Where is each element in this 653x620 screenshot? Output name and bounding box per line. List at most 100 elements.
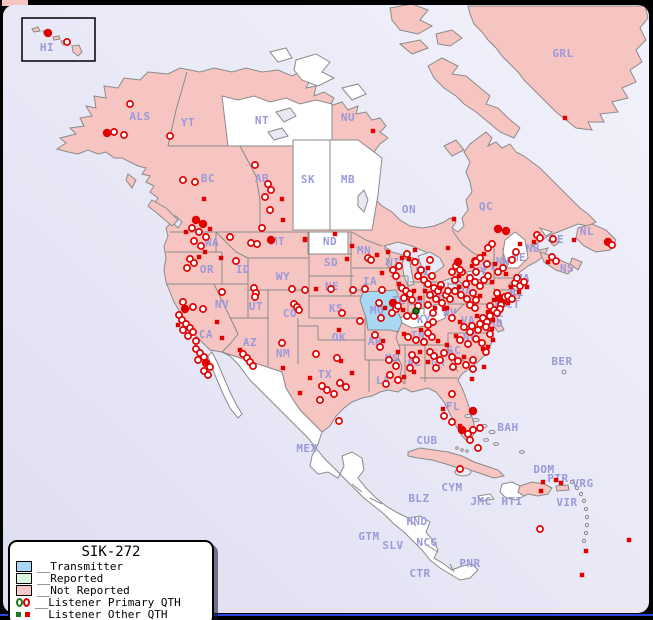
listener-other-qth-dot [461, 354, 467, 360]
listener-primary-qth-dot [267, 186, 275, 194]
listener-other-qth-dot [503, 271, 509, 277]
listener-other-qth-dot [297, 390, 303, 396]
listener-primary-qth-dot [392, 272, 400, 280]
listener-other-qth-dot [432, 305, 438, 311]
listener-primary-qth-dot [388, 309, 396, 317]
listener-other-qth-dot [411, 288, 417, 294]
region-label-bah: BAH [497, 421, 518, 434]
listener-other-qth-dot [579, 572, 585, 578]
listener-primary-qth-dot [430, 352, 438, 360]
listener-primary-qth-dot [261, 193, 269, 201]
listener-other-qth-dot [531, 239, 537, 245]
listener-cluster-dot [180, 304, 190, 314]
listener-other-qth-dot [553, 477, 559, 483]
legend-row-transmitter: __Transmitter [16, 560, 206, 573]
listener-primary-qth-dot [463, 295, 471, 303]
listener-other-qth-dot [441, 306, 447, 312]
listener-other-qth-dot [207, 226, 213, 232]
listener-other-qth-dot [302, 237, 308, 243]
listener-primary-qth-dot [513, 274, 521, 282]
frame-corner-artifact [2, 0, 28, 6]
listener-primary-qth-dot [392, 362, 400, 370]
region-label-sd: SD [324, 256, 338, 269]
listener-primary-qth-dot [199, 305, 207, 313]
listener-primary-qth-dot [183, 264, 191, 272]
lesser-antilles [569, 479, 590, 544]
legend-row-other-qth: __Listener Other QTH [16, 608, 206, 620]
listener-primary-qth-dot [179, 176, 187, 184]
listener-other-qth-dot [412, 247, 418, 253]
listener-other-qth-dot [626, 537, 632, 543]
listener-cluster-dot [266, 235, 276, 245]
listener-primary-qth-dot [189, 303, 197, 311]
listener-other-qth-dot [477, 293, 483, 299]
listener-primary-qth-dot [426, 256, 434, 264]
listener-primary-qth-dot [448, 418, 456, 426]
listener-primary-qth-dot [288, 285, 296, 293]
florida-keys [455, 446, 469, 453]
listener-other-qth-dot [401, 374, 407, 380]
listener-primary-qth-dot [318, 382, 326, 390]
listener-other-qth-dot [417, 295, 423, 301]
listener-primary-qth-dot [190, 237, 198, 245]
listener-primary-qth-dot [448, 390, 456, 398]
listener-other-qth-dot [491, 297, 497, 303]
listener-primary-qth-dot [179, 326, 187, 334]
listener-primary-qth-dot [448, 353, 456, 361]
region-label-cym: CYM [441, 481, 462, 494]
cape-breton [569, 257, 583, 271]
listener-primary-qth-dot [400, 294, 408, 302]
listener-primary-qth-dot [202, 233, 210, 241]
listener-other-qth-dot [202, 249, 208, 255]
listener-primary-qth-dot [476, 282, 484, 290]
king-william-island [341, 83, 367, 101]
listener-primary-qth-dot [464, 340, 472, 348]
listener-other-qth-dot [411, 369, 417, 375]
listener-primary-qth-dot [471, 304, 479, 312]
region-label-dom: DOM [533, 463, 554, 476]
primary-qth-rings-icon [16, 597, 30, 607]
region-label-ok: OK [332, 331, 346, 344]
region-label-nh: NH [496, 255, 510, 268]
listener-primary-qth-dot [218, 288, 226, 296]
listener-other-qth-dot [451, 216, 457, 222]
listener-other-qth-dot [237, 347, 243, 353]
victoria-island [293, 53, 336, 87]
listener-other-qth-dot [480, 346, 486, 352]
region-label-vrg: VRG [572, 477, 593, 490]
listener-other-qth-dot [538, 488, 544, 494]
listener-primary-qth-dot [385, 356, 393, 364]
listener-primary-qth-dot [457, 291, 465, 299]
hawaii-inset-border [21, 17, 96, 62]
listener-primary-qth-dot [278, 339, 286, 347]
listener-primary-qth-dot [451, 276, 459, 284]
listener-other-qth-dot [418, 327, 424, 333]
listener-primary-qth-dot [448, 268, 456, 276]
listener-primary-qth-dot [378, 286, 386, 294]
listener-other-qth-dot [219, 335, 225, 341]
listener-other-qth-dot [444, 305, 450, 311]
listener-primary-qth-dot [476, 424, 484, 432]
listener-primary-qth-dot [608, 241, 616, 249]
region-label-blz: BLZ [408, 492, 429, 505]
listener-primary-qth-dot [258, 224, 266, 232]
listener-other-qth-dot [469, 376, 475, 382]
great-slave-lake [267, 127, 289, 141]
listener-other-qth-dot [395, 349, 401, 355]
listener-primary-qth-dot [386, 371, 394, 379]
listener-other-qth-dot [457, 319, 463, 325]
listener-other-qth-dot [396, 281, 402, 287]
region-label-fl: FL [446, 400, 460, 413]
listener-primary-qth-dot [520, 278, 528, 286]
region-label-mn: MN [357, 244, 371, 257]
listener-other-qth-dot [338, 358, 344, 364]
listener-primary-qth-dot [166, 132, 174, 140]
listener-other-qth-dot [485, 344, 491, 350]
listener-primary-qth-dot [184, 332, 192, 340]
region-label-cub: CUB [416, 434, 437, 447]
region-label-nd: ND [323, 235, 337, 248]
listener-primary-qth-dot [191, 178, 199, 186]
